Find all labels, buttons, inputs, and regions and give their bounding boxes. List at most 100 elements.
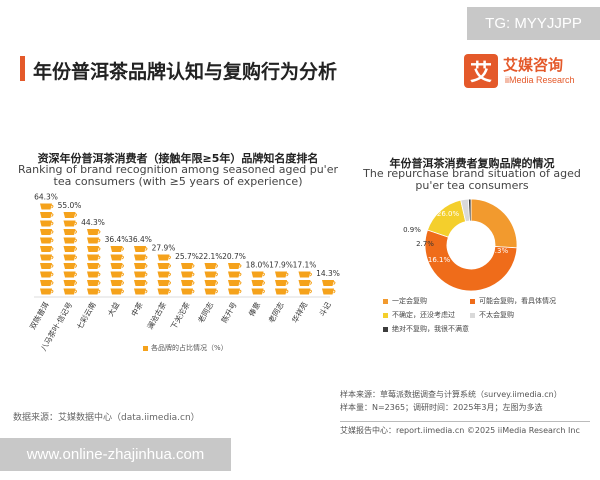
page-title: 年份普洱茶品牌认知与复购行为分析 [33,61,338,83]
bar [40,203,54,295]
cup-icon [40,271,52,278]
cup-icon [87,271,99,278]
legend-swatch [143,345,148,351]
bar-chart-subtitle: Ranking of brand recognition among seaso… [18,163,338,188]
cup-handle [121,247,124,251]
bar-legend-label: 各品牌的占比情况（%） [151,344,228,352]
cup-icon [40,280,52,286]
bar [63,212,77,295]
cup-handle [74,281,77,285]
cup-icon [157,254,170,261]
bar-legend: 各品牌的占比情况（%） [143,343,228,353]
sample-info: 样本量：N=2365；调研时间：2025年3月；左图为多选 [340,403,543,412]
cup-handle [145,264,148,268]
cup-handle [74,238,77,243]
cup-icon [110,254,123,261]
cup-icon [87,246,99,252]
cup-icon [63,280,76,286]
legend-swatch [383,312,388,318]
data-label: 27.9% [152,244,176,253]
bar [110,246,124,295]
pie-slice [427,199,467,238]
pie-legend-label: 可能会复购，看具体情况 [479,297,556,305]
data-label: 64.3% [34,193,58,202]
sample-source: 样本来源：草莓派数据调查与计算系统（survey.iimedia.cn） [340,390,562,399]
pie-legend-item: 不太会复购 [470,310,514,320]
cup-handle [121,272,124,277]
cup-handle [145,272,148,277]
cup-handle [74,272,77,277]
pie-legend-item: 一定会复购 [383,296,427,306]
cup-handle [239,264,242,268]
cup-icon [40,220,52,227]
pie-chart-subtitle: The repurchase brand situation of aged p… [363,167,581,192]
data-label: 36.4% [128,235,152,244]
cup-handle [51,204,54,209]
cup-icon [63,229,76,235]
cup-icon [181,288,193,295]
bar [204,263,218,295]
cup-icon [251,280,264,286]
cup-icon [110,271,123,278]
cup-icon [110,288,123,295]
cup-icon [204,288,217,295]
cup-handle [309,272,312,277]
cup-handle [51,238,54,243]
cup-icon [134,288,146,295]
cup-icon [275,271,287,278]
cup-icon [63,212,76,218]
cup-handle [168,281,171,285]
cup-handle [121,255,124,260]
cup-handle [262,289,265,294]
cup-handle [262,272,265,277]
cup-icon [63,254,76,261]
cup-handle [51,289,54,294]
cup-icon [251,288,264,295]
pie-legend-item: 不确定，还没考虑过 [383,310,455,320]
pie-legend-label: 不太会复购 [479,311,514,319]
bar [181,263,195,295]
cup-icon [275,288,287,295]
cup-handle [74,213,77,217]
data-label: 17.1% [293,261,317,270]
cup-handle [98,272,101,277]
cup-icon [181,271,193,278]
cup-icon [298,280,311,286]
cup-handle [74,255,77,260]
cup-icon [298,271,311,278]
cup-handle [121,281,124,285]
cup-handle [309,281,312,285]
cup-handle [239,272,242,277]
data-label: 20.7% [222,252,246,261]
cup-icon [63,271,76,278]
cup-icon [181,263,193,269]
data-label: 22.1% [199,252,223,261]
cup-icon [63,288,76,295]
title-accent-bar [20,56,25,81]
slice-label: 16.1% [428,256,451,264]
cup-handle [98,289,101,294]
cup-icon [110,263,123,269]
cup-icon [204,271,217,278]
data-label: 55.0% [58,201,82,210]
cup-handle [192,281,195,285]
data-label: 14.3% [316,269,340,278]
cup-handle [51,255,54,260]
cup-handle [145,247,148,251]
cup-handle [215,264,218,268]
cup-handle [262,281,265,285]
cup-icon [40,263,52,269]
cup-handle [145,255,148,260]
cup-handle [333,289,336,294]
cup-icon [157,263,170,269]
pie-legend-item: 可能会复购，看具体情况 [470,296,556,306]
cup-handle [74,221,77,226]
cup-icon [228,271,240,278]
cup-handle [98,255,101,260]
data-label: 25.7% [175,252,199,261]
cup-handle [239,289,242,294]
slice-label: 54.3% [486,247,509,255]
slice-label: 0.9% [403,226,421,234]
